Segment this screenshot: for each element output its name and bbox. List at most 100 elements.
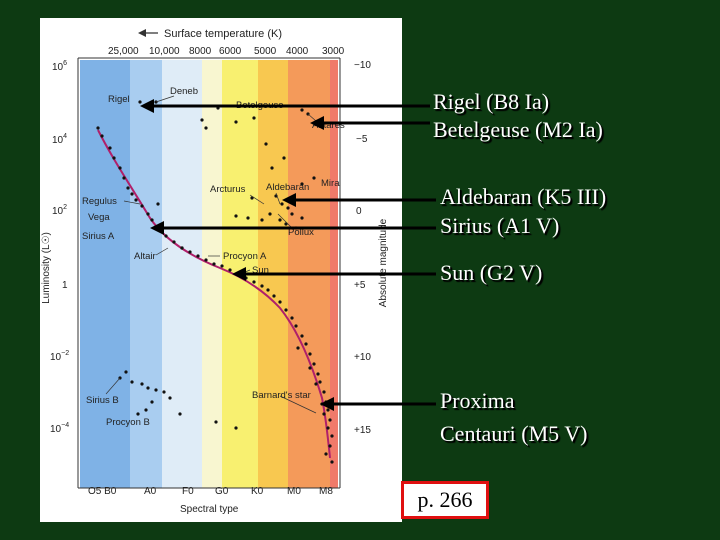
label-altair: Altair bbox=[134, 251, 156, 262]
bottom-tick: M0 bbox=[287, 486, 301, 497]
star-dot bbox=[164, 234, 168, 238]
star-dot bbox=[282, 156, 286, 160]
star-dot bbox=[322, 412, 326, 416]
callout-betelgeuse: Betelgeuse (M2 Ia) bbox=[433, 117, 603, 142]
star-dot bbox=[290, 316, 294, 320]
top-tick: 4000 bbox=[286, 46, 309, 57]
label-sirius-a: Sirius A bbox=[82, 231, 115, 242]
star-dot bbox=[154, 388, 158, 392]
star-dot bbox=[130, 192, 134, 196]
top-axis-title: Surface temperature (K) bbox=[164, 28, 282, 40]
band-f-g bbox=[202, 60, 222, 488]
label-aldebaran: Aldebaran bbox=[266, 182, 309, 193]
bottom-tick: O5 B0 bbox=[88, 486, 117, 497]
callout-proxima-line1: Proxima bbox=[440, 388, 515, 413]
label-rigel: Rigel bbox=[108, 94, 130, 105]
star-dot bbox=[300, 108, 304, 112]
star-dot bbox=[126, 186, 130, 190]
callout-sun: Sun (G2 V) bbox=[440, 260, 543, 285]
star-dot bbox=[326, 426, 330, 430]
leader-aldebaran bbox=[275, 192, 281, 205]
star-dot bbox=[234, 426, 238, 430]
label-deneb: Deneb bbox=[170, 86, 198, 97]
callout-aldebaran: Aldebaran (K5 III) bbox=[440, 184, 607, 209]
temperature-arrowhead bbox=[138, 29, 146, 37]
left-tick: 10−4 bbox=[50, 422, 69, 435]
leader-arcturus bbox=[249, 194, 265, 205]
leader-barnard bbox=[279, 395, 317, 414]
right-tick: −10 bbox=[354, 60, 371, 71]
star-dot bbox=[200, 118, 204, 122]
star-dot bbox=[296, 346, 300, 350]
arrowhead-sirius bbox=[150, 221, 164, 235]
star-dot bbox=[268, 212, 272, 216]
star-dot bbox=[312, 176, 316, 180]
star-dot bbox=[130, 380, 134, 384]
star-dot bbox=[308, 366, 312, 370]
star-dot bbox=[228, 268, 232, 272]
star-dot bbox=[204, 258, 208, 262]
star-dot bbox=[330, 460, 334, 464]
star-dot bbox=[312, 362, 316, 366]
star-dot bbox=[270, 166, 274, 170]
star-dot bbox=[140, 382, 144, 386]
star-dot bbox=[300, 216, 304, 220]
star-dot bbox=[260, 218, 264, 222]
star-dots bbox=[96, 100, 334, 464]
star-dot bbox=[108, 146, 112, 150]
star-dot bbox=[100, 134, 104, 138]
band-o-b bbox=[80, 60, 130, 488]
star-dot bbox=[252, 116, 256, 120]
star-dot bbox=[314, 382, 318, 386]
star-dot bbox=[140, 204, 144, 208]
star-dot bbox=[134, 198, 138, 202]
star-dot bbox=[246, 216, 250, 220]
label-procyon-b: Procyon B bbox=[106, 417, 150, 428]
star-dot bbox=[260, 284, 264, 288]
star-dot bbox=[180, 246, 184, 250]
star-dot bbox=[272, 294, 276, 298]
star-dot bbox=[204, 126, 208, 130]
star-dot bbox=[308, 352, 312, 356]
label-vega: Vega bbox=[88, 212, 110, 223]
top-tick: 10,000 bbox=[149, 46, 180, 57]
star-dot bbox=[122, 176, 126, 180]
star-dot bbox=[330, 434, 334, 438]
main-sequence-curve bbox=[97, 129, 331, 459]
bottom-tick: K0 bbox=[251, 486, 264, 497]
star-dot bbox=[146, 212, 150, 216]
star-dot bbox=[284, 308, 288, 312]
bottom-tick: G0 bbox=[215, 486, 229, 497]
star-dot bbox=[266, 288, 270, 292]
right-axis-title: Absolute magnitude bbox=[378, 218, 389, 307]
callout-proxima-line2: Centauri (M5 V) bbox=[440, 421, 588, 446]
star-dot bbox=[326, 408, 330, 412]
left-tick: 102 bbox=[52, 204, 67, 217]
star-dot bbox=[96, 126, 100, 130]
label-sun: Sun bbox=[252, 265, 269, 276]
page-reference: p. 266 bbox=[401, 481, 489, 519]
top-tick: 5000 bbox=[254, 46, 277, 57]
star-dot bbox=[178, 412, 182, 416]
star-dot bbox=[136, 412, 140, 416]
right-tick: −5 bbox=[356, 134, 368, 145]
arrowhead-aldebaran bbox=[282, 193, 296, 207]
star-dot bbox=[112, 156, 116, 160]
star-dot bbox=[212, 262, 216, 266]
left-ticks: 106 104 102 1 10−2 10−4 bbox=[50, 60, 69, 435]
bottom-axis-title: Spectral type bbox=[180, 504, 239, 515]
bottom-tick: F0 bbox=[182, 486, 194, 497]
star-dot bbox=[280, 202, 284, 206]
bottom-ticks: O5 B0 A0 F0 G0 K0 M0 M8 bbox=[88, 486, 333, 497]
band-a-f bbox=[162, 60, 202, 488]
left-tick: 10−2 bbox=[50, 350, 69, 363]
star-dot bbox=[318, 380, 322, 384]
bottom-tick: A0 bbox=[144, 486, 157, 497]
star-dot bbox=[196, 254, 200, 258]
star-dot bbox=[304, 342, 308, 346]
star-dot bbox=[286, 206, 290, 210]
star-dot bbox=[220, 264, 224, 268]
star-dot bbox=[214, 420, 218, 424]
star-dot bbox=[146, 386, 150, 390]
leader-regulus bbox=[123, 200, 141, 205]
